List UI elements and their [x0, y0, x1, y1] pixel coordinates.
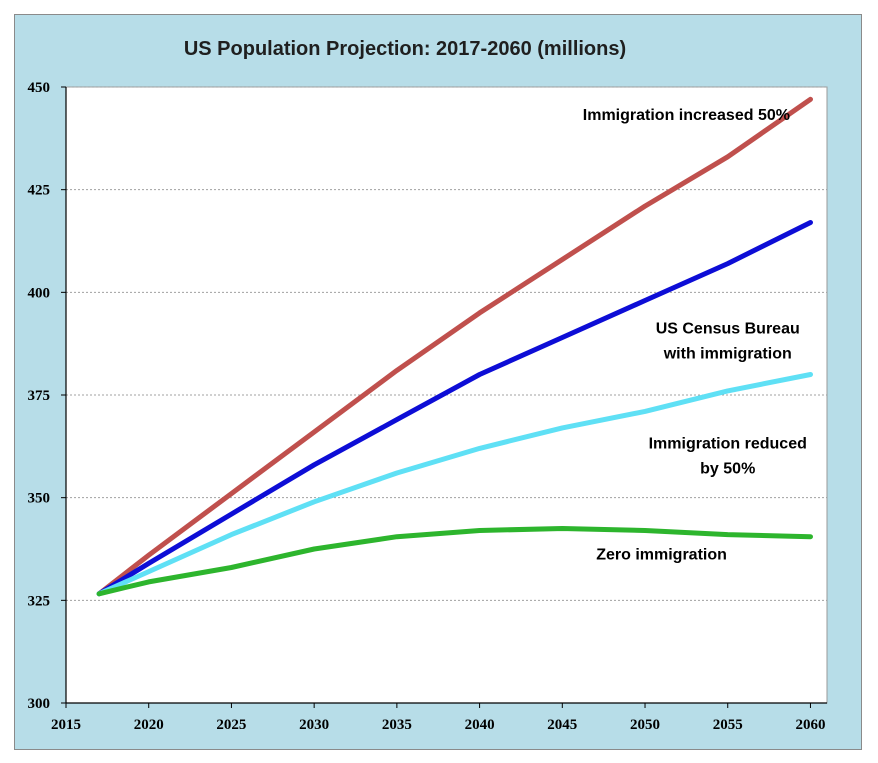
y-tick-label: 450: [28, 80, 51, 96]
annotation-label: with immigration: [663, 345, 792, 362]
series-lines: [96, 96, 813, 597]
series-line-1: [96, 220, 813, 597]
x-tick-label: 2060: [795, 717, 825, 733]
annotation-label: Immigration increased 50%: [583, 107, 790, 124]
annotations: Immigration increased 50% US Census Burea…: [583, 107, 807, 563]
y-tick-label: 400: [28, 285, 51, 301]
chart-title: US Population Projection: 2017-2060 (mil…: [184, 38, 626, 60]
x-tick-label: 2045: [547, 717, 577, 733]
x-tick-label: 2025: [216, 717, 246, 733]
x-tick-label: 2035: [382, 717, 412, 733]
y-tick-label: 375: [28, 388, 51, 404]
series-line-0: [96, 96, 813, 597]
series-line-2: [96, 372, 813, 597]
annotation-label: Immigration reduced: [649, 435, 807, 452]
annotation-label: by 50%: [700, 460, 755, 477]
axes: 300 325 350 375 400 425 450 2015 2020 2025 2030 203…: [28, 80, 827, 733]
x-tick-label: 2030: [299, 717, 329, 733]
annotation-label: US Census Bureau: [656, 320, 800, 337]
x-tick-label: 2055: [713, 717, 743, 733]
series-line-3: [96, 526, 813, 597]
y-tick-label: 300: [28, 696, 51, 712]
annotation-label: Zero immigration: [596, 546, 727, 563]
x-tick-label: 2020: [134, 717, 164, 733]
y-tick-label: 350: [28, 491, 51, 507]
x-tick-label: 2050: [630, 717, 660, 733]
y-tick-label: 425: [28, 183, 51, 199]
y-tick-label: 325: [28, 593, 51, 609]
x-tick-label: 2015: [51, 717, 81, 733]
x-tick-label: 2040: [465, 717, 495, 733]
